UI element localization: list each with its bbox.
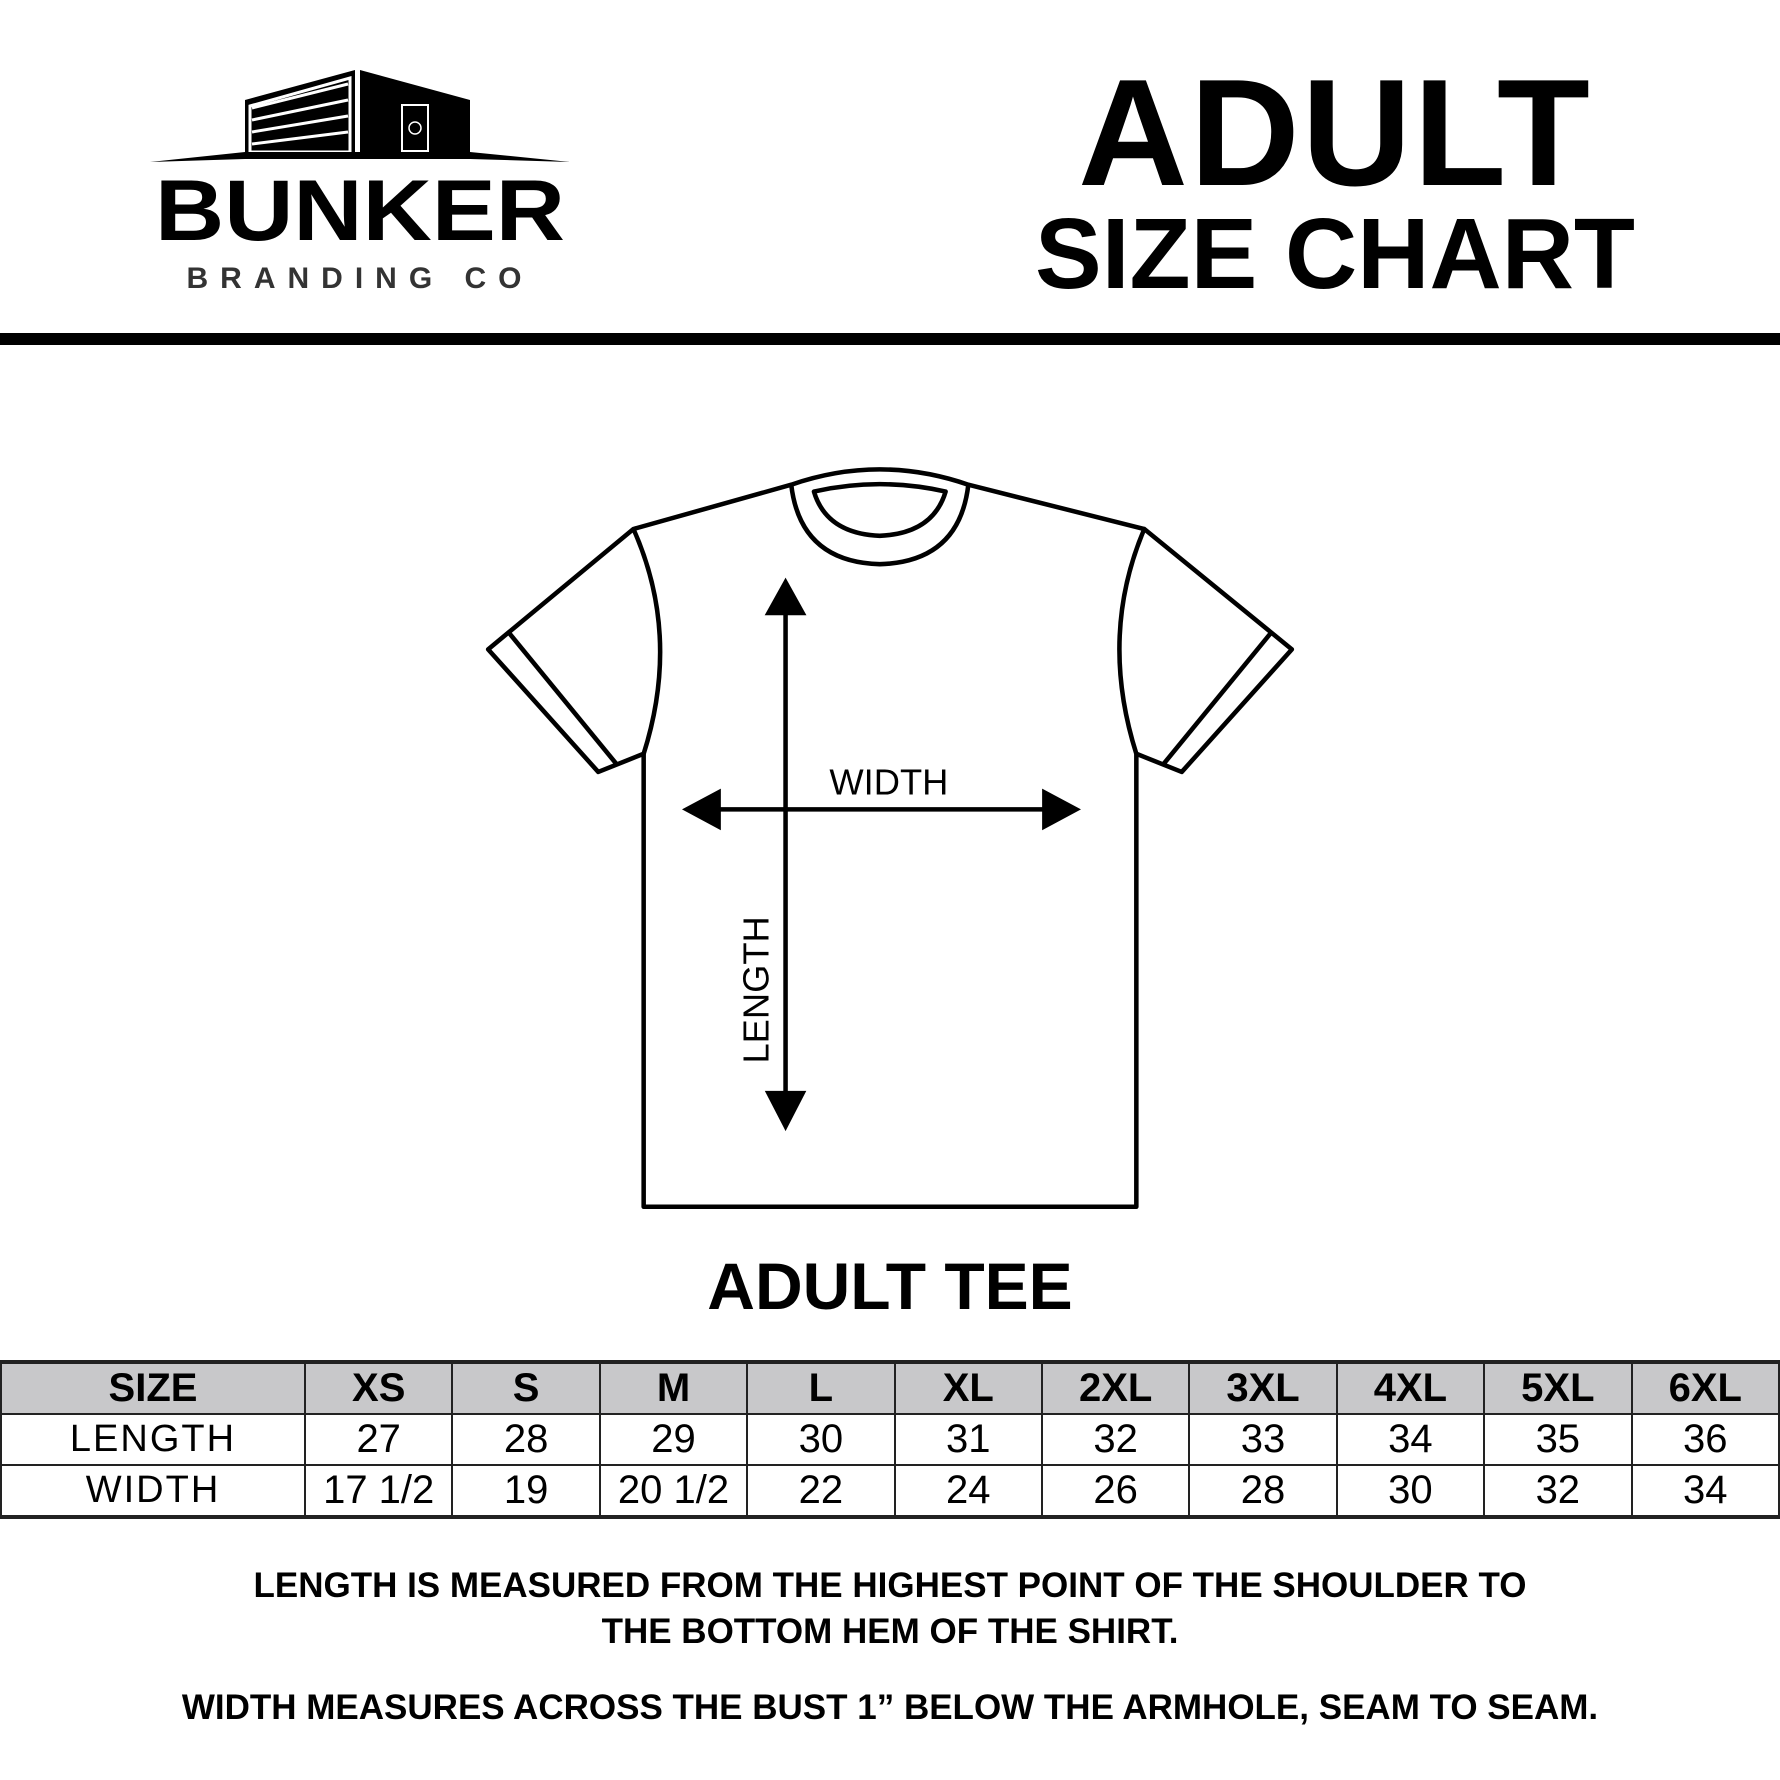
- size-value: 32: [1040, 1413, 1191, 1466]
- table-row-length: LENGTH 27 28 29 30 31 32 33 34 35 36: [0, 1413, 1780, 1466]
- row-label: LENGTH: [0, 1413, 306, 1466]
- size-value: 26: [1040, 1464, 1191, 1519]
- divider: [0, 333, 1780, 345]
- length-label: LENGTH: [736, 916, 777, 1063]
- size-value: 34: [1335, 1413, 1486, 1466]
- header-xl: XL: [893, 1360, 1043, 1415]
- size-value: 19: [451, 1464, 601, 1519]
- size-value: 28: [1188, 1464, 1338, 1519]
- page-title: ADULT: [1078, 48, 1592, 218]
- size-value: 34: [1630, 1464, 1780, 1519]
- bunker-logo: BUNKER BRANDING CO: [150, 70, 570, 295]
- size-value: 30: [746, 1413, 896, 1466]
- size-table: SIZE XS S M L XL 2XL 3XL 4XL 5XL 6XL LENGTH 27 28 29 3…: [0, 1360, 1780, 1519]
- size-value: 33: [1188, 1413, 1338, 1466]
- size-value: 24: [893, 1464, 1043, 1519]
- header-size: SIZE: [0, 1360, 306, 1415]
- note-length-2: THE BOTTOM HEM OF THE SHIRT.: [601, 1612, 1179, 1651]
- width-arrow: [681, 788, 1081, 831]
- header-3xl: 3XL: [1188, 1360, 1338, 1415]
- page-subtitle: SIZE CHART: [1035, 198, 1635, 310]
- shirt-outline: [485, 467, 1295, 1209]
- size-value: 22: [746, 1464, 896, 1519]
- row-label: WIDTH: [0, 1464, 306, 1519]
- size-value: 29: [598, 1413, 749, 1466]
- header-2xl: 2XL: [1040, 1360, 1191, 1415]
- size-value: 17 1/2: [303, 1464, 454, 1519]
- note-width: WIDTH MEASURES ACROSS THE BUST 1” BELOW …: [181, 1688, 1599, 1727]
- size-value: 27: [303, 1413, 454, 1466]
- header-4xl: 4XL: [1335, 1360, 1486, 1415]
- size-value: 20 1/2: [598, 1464, 749, 1519]
- logo-sub: BRANDING CO: [187, 262, 534, 295]
- size-value: 30: [1335, 1464, 1486, 1519]
- width-label: WIDTH: [829, 762, 948, 803]
- size-value: 36: [1630, 1413, 1780, 1466]
- size-value: 35: [1483, 1413, 1633, 1466]
- logo-brand: BUNKER: [155, 163, 565, 259]
- size-value: 28: [451, 1413, 601, 1466]
- table-header-row: SIZE XS S M L XL 2XL 3XL 4XL 5XL 6XL: [0, 1360, 1780, 1415]
- size-value: 31: [893, 1413, 1043, 1466]
- table-row-width: WIDTH 17 1/2 19 20 1/2 22 24 26 28 30 32 34: [0, 1464, 1780, 1519]
- header-6xl: 6XL: [1630, 1360, 1780, 1415]
- header-xs: XS: [303, 1360, 454, 1415]
- header-m: M: [598, 1360, 749, 1415]
- note-length-1: LENGTH IS MEASURED FROM THE HIGHEST POIN…: [253, 1566, 1527, 1605]
- length-arrow: [764, 577, 807, 1132]
- header-5xl: 5XL: [1483, 1360, 1633, 1415]
- product-title: ADULT TEE: [707, 1249, 1073, 1323]
- size-value: 32: [1483, 1464, 1633, 1519]
- header-l: L: [746, 1360, 896, 1415]
- header-s: S: [451, 1360, 601, 1415]
